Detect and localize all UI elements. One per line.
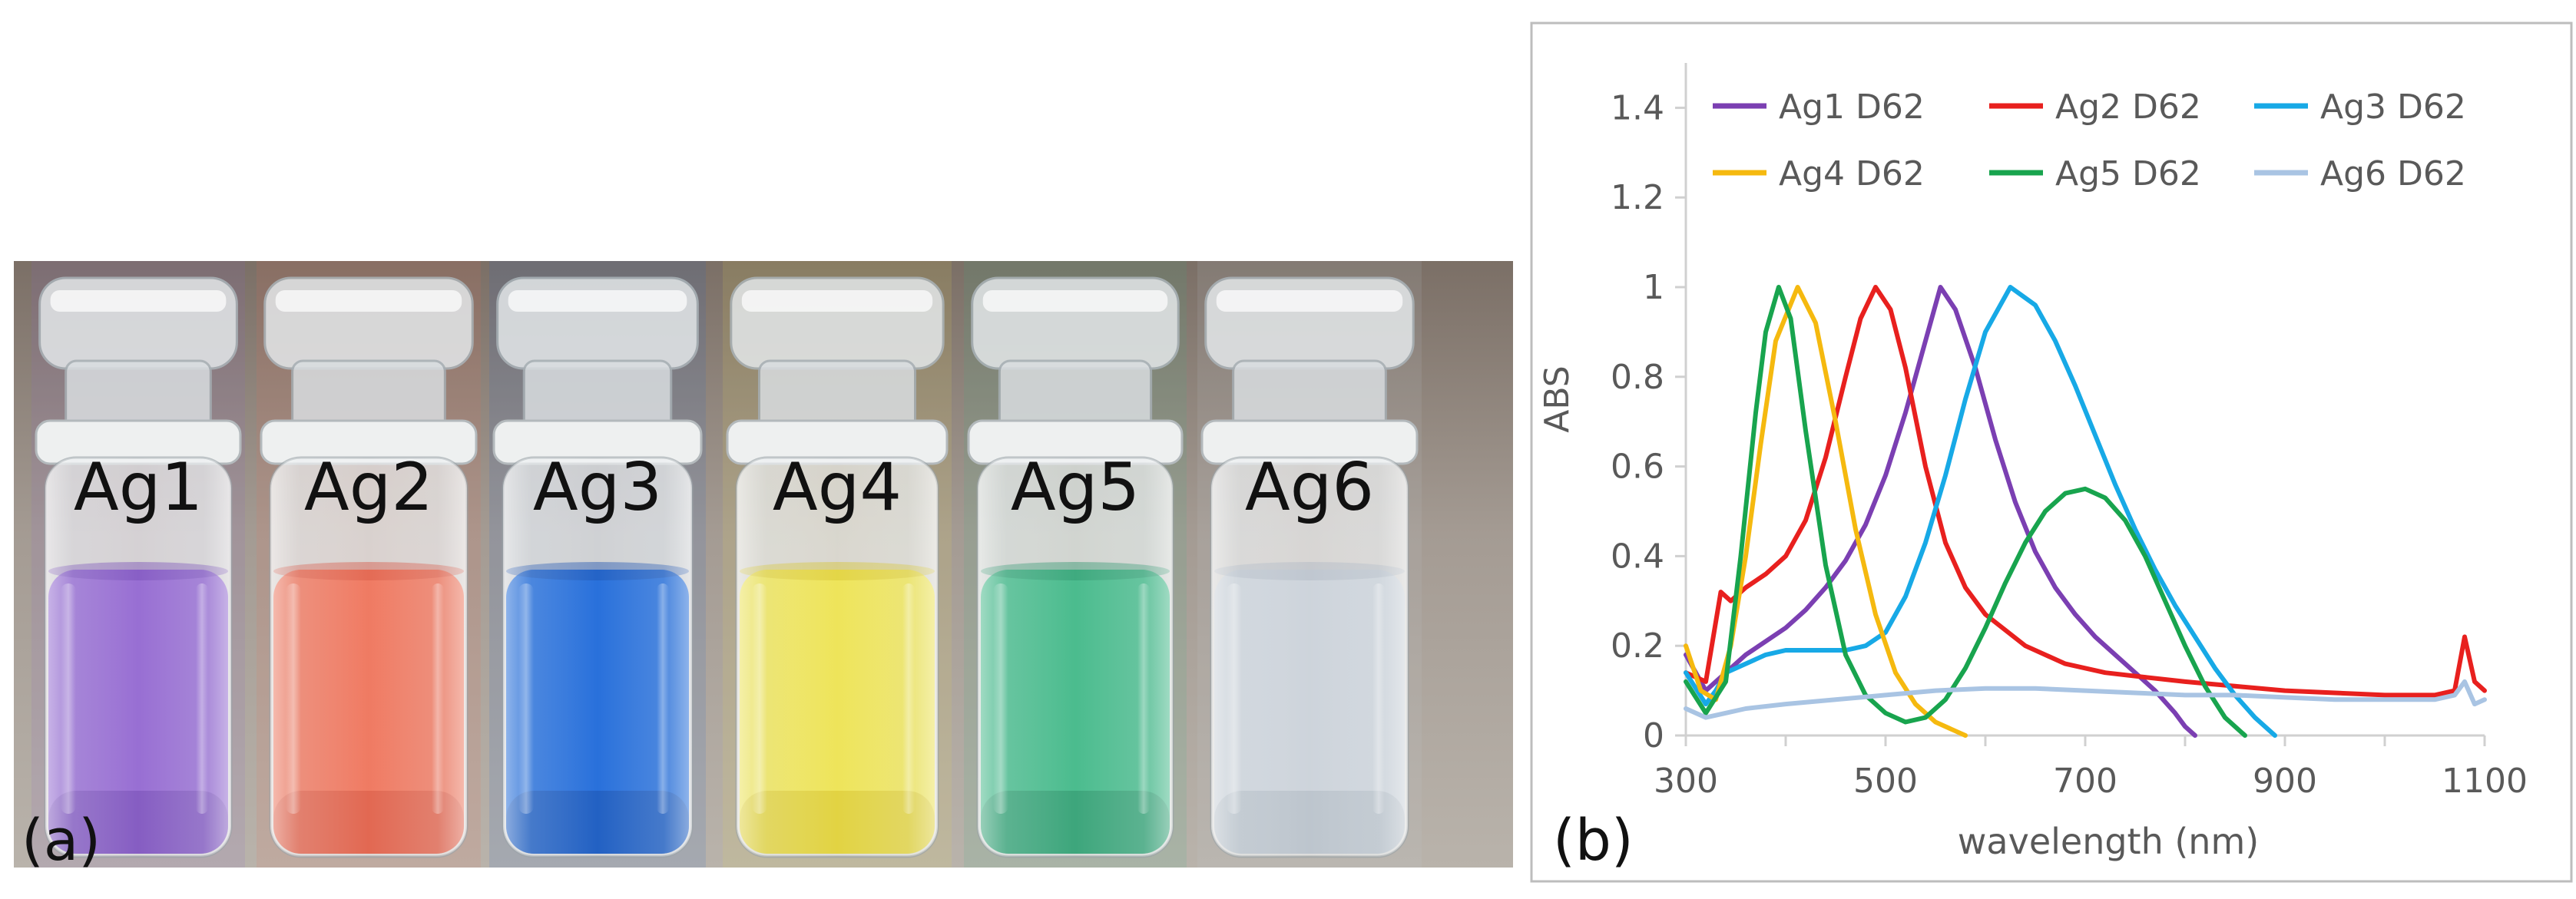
legend-label: Ag6 D62 <box>2320 154 2466 193</box>
panel-b-tag: (b) <box>1553 808 1634 874</box>
series-line-3 <box>1684 285 2277 738</box>
y-tick-label: 0.4 <box>1611 537 1664 576</box>
vial-ag4: Ag4 <box>723 261 952 868</box>
y-tick-label: 0.6 <box>1611 448 1664 487</box>
y-axis-label: ABS <box>1538 365 1577 432</box>
absorbance-chart: 0 0.2 0.4 0.6 0.8 1 1.2 1.4 300 500 700 900 1100 Ag… <box>1530 21 2573 883</box>
y-tick-label: 1.4 <box>1611 88 1664 127</box>
vial-label: Ag5 <box>1011 449 1140 526</box>
legend-label: Ag2 D62 <box>2055 88 2201 127</box>
legend-label: Ag3 D62 <box>2320 88 2466 127</box>
vial-label: Ag3 <box>533 449 662 526</box>
x-axis-label: wavelength (nm) <box>1958 821 2259 862</box>
chart-border <box>1530 21 2573 883</box>
vial-ag5: Ag5 <box>964 261 1187 868</box>
y-tick-label: 1 <box>1643 268 1664 307</box>
legend-label: Ag1 D62 <box>1779 88 1925 127</box>
vial-ag2: Ag2 <box>257 261 481 868</box>
x-tick-label: 700 <box>2053 762 2117 801</box>
x-tick-label: 500 <box>1853 762 1918 801</box>
vials-photo: Ag1 Ag2 Ag3 Ag4 Ag5 Ag6 <box>14 261 1513 868</box>
photo-panel: Ag1 Ag2 Ag3 Ag4 Ag5 Ag6 (a) <box>14 261 1513 874</box>
x-tick-label: 300 <box>1654 762 1718 801</box>
x-tick-label: 1100 <box>2442 762 2528 801</box>
legend-label: Ag4 D62 <box>1779 154 1925 193</box>
y-tick-label: 0.2 <box>1611 626 1664 666</box>
y-tick-label: 1.2 <box>1611 178 1664 217</box>
vial-ag3: Ag3 <box>489 261 706 868</box>
series-line-2 <box>1684 285 2487 698</box>
legend-label: Ag5 D62 <box>2055 154 2201 193</box>
y-tick-label: 0.8 <box>1611 358 1664 397</box>
vial-label: Ag6 <box>1245 449 1374 526</box>
x-tick-label: 900 <box>2253 762 2317 801</box>
chart-panel: 0 0.2 0.4 0.6 0.8 1 1.2 1.4 300 500 700 900 1100 Ag… <box>1528 0 2576 899</box>
vial-label: Ag2 <box>304 449 433 526</box>
panel-a-tag: (a) <box>22 808 101 874</box>
series-line-1 <box>1684 285 2197 738</box>
vial-ag1: Ag1 <box>31 261 245 868</box>
vial-ag6: Ag6 <box>1197 261 1422 868</box>
series-line-6 <box>1684 679 2487 720</box>
y-tick-label: 0 <box>1643 716 1664 755</box>
vial-label: Ag4 <box>773 449 902 526</box>
series-line-5 <box>1684 285 2247 738</box>
vial-label: Ag1 <box>74 449 203 526</box>
